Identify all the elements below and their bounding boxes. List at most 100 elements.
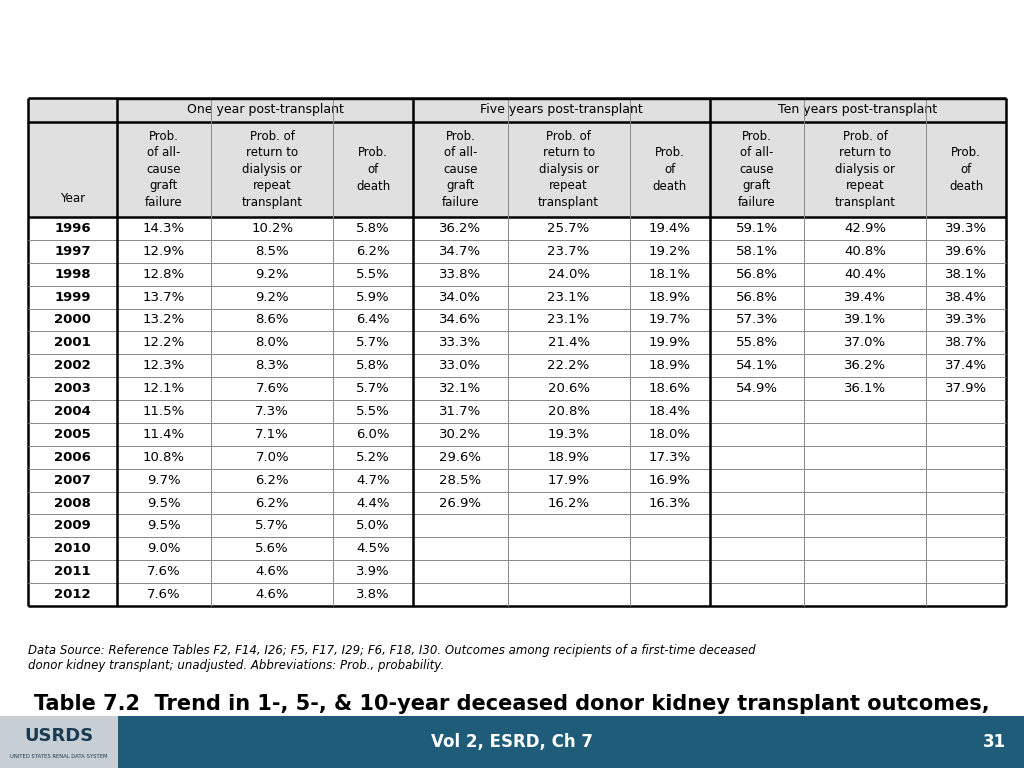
Text: 9.2%: 9.2%: [255, 268, 289, 281]
Text: 7.6%: 7.6%: [147, 588, 181, 601]
Text: 33.8%: 33.8%: [439, 268, 481, 281]
Text: 18.0%: 18.0%: [648, 428, 690, 441]
Text: 7.3%: 7.3%: [255, 405, 289, 418]
Text: 12.1%: 12.1%: [143, 382, 185, 395]
Text: 5.7%: 5.7%: [356, 382, 390, 395]
Text: 19.7%: 19.7%: [648, 313, 691, 326]
Text: 5.2%: 5.2%: [356, 451, 390, 464]
Text: 4.5%: 4.5%: [356, 542, 390, 555]
Text: 7.6%: 7.6%: [147, 565, 181, 578]
Text: 37.4%: 37.4%: [945, 359, 987, 372]
Bar: [28, 217, 1006, 240]
Text: 19.4%: 19.4%: [648, 222, 690, 235]
Text: 9.0%: 9.0%: [147, 542, 181, 555]
Text: 25.7%: 25.7%: [548, 222, 590, 235]
Text: 39.3%: 39.3%: [945, 313, 987, 326]
Text: 7.0%: 7.0%: [255, 451, 289, 464]
Text: Year: Year: [59, 192, 85, 205]
Bar: [0, 716, 118, 768]
Text: 57.3%: 57.3%: [735, 313, 778, 326]
Text: 3.8%: 3.8%: [356, 588, 390, 601]
Text: 4.4%: 4.4%: [356, 497, 390, 509]
Text: 16.9%: 16.9%: [648, 474, 690, 487]
Text: 5.5%: 5.5%: [356, 268, 390, 281]
Text: Ten years post-transplant: Ten years post-transplant: [778, 104, 937, 117]
Bar: [28, 354, 1006, 377]
Bar: [28, 445, 1006, 468]
Text: 29.6%: 29.6%: [439, 451, 481, 464]
Text: 4.7%: 4.7%: [356, 474, 390, 487]
Bar: [28, 98, 1006, 606]
Text: Prob. of
return to
dialysis or
repeat
transplant: Prob. of return to dialysis or repeat tr…: [539, 130, 599, 209]
Text: 19.9%: 19.9%: [648, 336, 690, 349]
Bar: [28, 377, 1006, 400]
Bar: [28, 400, 1006, 423]
Text: 55.8%: 55.8%: [735, 336, 778, 349]
Text: 31.7%: 31.7%: [439, 405, 481, 418]
Text: Prob.
of
death: Prob. of death: [356, 147, 390, 193]
Text: Prob.
of all-
cause
graft
failure: Prob. of all- cause graft failure: [738, 130, 775, 209]
Text: 38.7%: 38.7%: [945, 336, 987, 349]
Text: 2002: 2002: [54, 359, 91, 372]
Text: 5.0%: 5.0%: [356, 519, 390, 532]
Text: Table 7.2  Trend in 1-, 5-, & 10-year deceased donor kidney transplant outcomes,: Table 7.2 Trend in 1-, 5-, & 10-year dec…: [34, 694, 990, 737]
Text: 17.9%: 17.9%: [548, 474, 590, 487]
Text: 6.2%: 6.2%: [255, 497, 289, 509]
Text: 11.5%: 11.5%: [143, 405, 185, 418]
Text: 2004: 2004: [54, 405, 91, 418]
Text: 9.5%: 9.5%: [147, 519, 181, 532]
Text: 12.9%: 12.9%: [143, 245, 185, 258]
Text: 8.0%: 8.0%: [255, 336, 289, 349]
Text: One year post-transplant: One year post-transplant: [186, 104, 343, 117]
Text: 18.9%: 18.9%: [548, 451, 590, 464]
Text: 4.6%: 4.6%: [255, 588, 289, 601]
Text: 4.6%: 4.6%: [255, 565, 289, 578]
Text: 6.4%: 6.4%: [356, 313, 390, 326]
Text: 2007: 2007: [54, 474, 91, 487]
Bar: [28, 560, 1006, 583]
Text: Prob.
of
death: Prob. of death: [652, 147, 687, 193]
Text: 23.1%: 23.1%: [548, 313, 590, 326]
Text: Vol 2, ESRD, Ch 7: Vol 2, ESRD, Ch 7: [431, 733, 593, 751]
Text: 2006: 2006: [54, 451, 91, 464]
Text: 2012: 2012: [54, 588, 91, 601]
Text: 5.6%: 5.6%: [255, 542, 289, 555]
Text: 23.7%: 23.7%: [548, 245, 590, 258]
Text: 18.9%: 18.9%: [648, 359, 690, 372]
Text: 58.1%: 58.1%: [735, 245, 778, 258]
Text: Data Source: Reference Tables F2, F14, I26; F5, F17, I29; F6, F18, I30. Outcomes: Data Source: Reference Tables F2, F14, I…: [28, 644, 756, 672]
Text: 5.9%: 5.9%: [356, 290, 390, 303]
Text: 18.4%: 18.4%: [648, 405, 690, 418]
Text: 1999: 1999: [54, 290, 91, 303]
Text: 36.2%: 36.2%: [439, 222, 481, 235]
Text: 5.8%: 5.8%: [356, 222, 390, 235]
Bar: [28, 332, 1006, 354]
Text: USRDS: USRDS: [25, 727, 93, 745]
Text: 16.3%: 16.3%: [648, 497, 691, 509]
Text: 13.2%: 13.2%: [143, 313, 185, 326]
Text: 18.6%: 18.6%: [648, 382, 690, 395]
Text: 34.0%: 34.0%: [439, 290, 481, 303]
Text: 24.0%: 24.0%: [548, 268, 590, 281]
Text: 10.2%: 10.2%: [251, 222, 293, 235]
Text: 33.0%: 33.0%: [439, 359, 481, 372]
Text: 30.2%: 30.2%: [439, 428, 481, 441]
Text: 20.6%: 20.6%: [548, 382, 590, 395]
Bar: [28, 263, 1006, 286]
Text: 18.9%: 18.9%: [648, 290, 690, 303]
Text: 37.0%: 37.0%: [844, 336, 886, 349]
Text: 6.2%: 6.2%: [255, 474, 289, 487]
Bar: [28, 538, 1006, 560]
Text: 33.3%: 33.3%: [439, 336, 481, 349]
Text: 23.1%: 23.1%: [548, 290, 590, 303]
Text: 59.1%: 59.1%: [735, 222, 778, 235]
Text: 54.9%: 54.9%: [736, 382, 778, 395]
Text: 18.1%: 18.1%: [648, 268, 691, 281]
Text: 14.3%: 14.3%: [143, 222, 185, 235]
Text: 39.4%: 39.4%: [844, 290, 886, 303]
Bar: [28, 98, 1006, 217]
Bar: [28, 240, 1006, 263]
Text: 13.7%: 13.7%: [143, 290, 185, 303]
Text: 10.8%: 10.8%: [143, 451, 185, 464]
Text: Prob.
of
death: Prob. of death: [949, 147, 983, 193]
